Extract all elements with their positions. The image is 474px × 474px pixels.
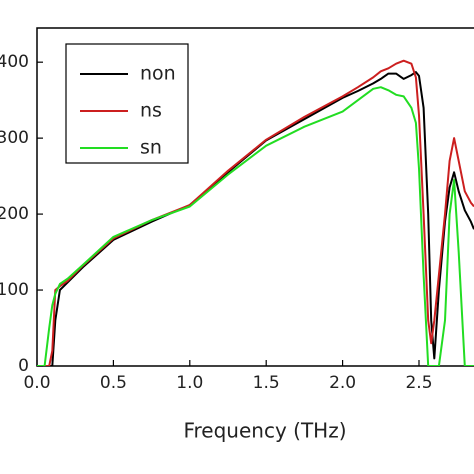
y-tick-label: 200 bbox=[0, 204, 29, 224]
x-tick-label: 2.5 bbox=[405, 373, 432, 393]
y-tick-label: 300 bbox=[0, 128, 29, 148]
y-tick-label: 400 bbox=[0, 52, 29, 72]
series-line bbox=[37, 59, 474, 366]
x-tick-label: 1.5 bbox=[253, 373, 280, 393]
x-tick-label: 0.0 bbox=[23, 373, 50, 393]
plot-frame bbox=[36, 27, 474, 367]
x-axis-label: Frequency (THz) bbox=[183, 419, 346, 443]
x-tick-label: 0.5 bbox=[100, 373, 127, 393]
x-tick-label: 1.0 bbox=[176, 373, 203, 393]
y-tick-label: 0 bbox=[18, 356, 29, 376]
series-line bbox=[37, 86, 474, 366]
legend-box bbox=[65, 43, 189, 164]
legend-label: sn bbox=[140, 137, 162, 159]
x-tick-label: 2.0 bbox=[329, 373, 356, 393]
legend-label: non bbox=[140, 63, 176, 85]
y-tick-label: 100 bbox=[0, 280, 29, 300]
legend-label: ns bbox=[140, 100, 162, 122]
